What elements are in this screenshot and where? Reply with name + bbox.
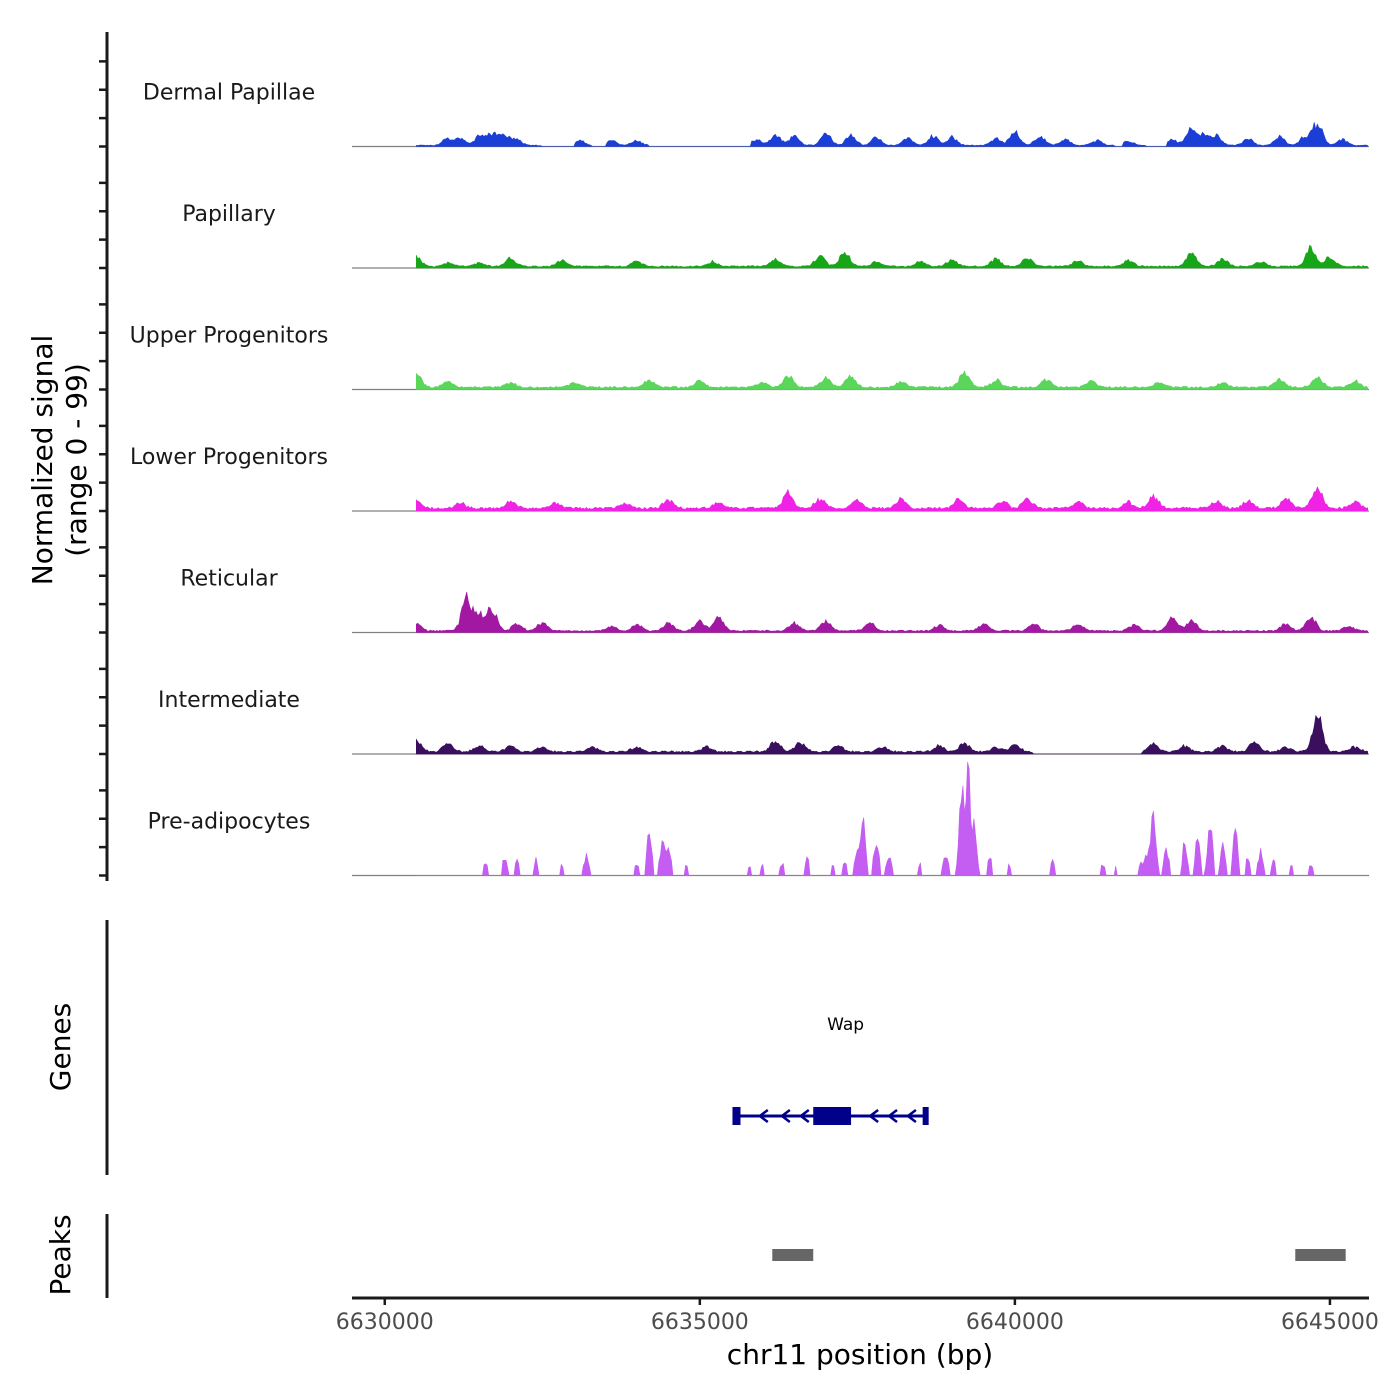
gene-label: Wap — [827, 1015, 864, 1035]
peaks-y-title: Peaks — [44, 1214, 77, 1295]
track-label-reticular: Reticular — [180, 567, 278, 592]
track-papillary: Papillary — [182, 202, 1369, 269]
strand-arrow — [757, 1109, 769, 1123]
peak-track — [772, 1249, 1346, 1261]
gene-track: Wap — [732, 1015, 929, 1125]
signal-tracks: Dermal Papillae Papillary Upper Progenitor… — [130, 81, 1369, 877]
peak-region — [1295, 1249, 1346, 1261]
signal-area-dermal-papillae — [416, 122, 1368, 147]
track-pre-adipocytes: Pre-adipocytes — [148, 761, 1369, 877]
track-label-papillary: Papillary — [182, 202, 276, 227]
x-tick-label: 6645000 — [1281, 1310, 1379, 1335]
genes-y-title: Genes — [44, 1003, 77, 1091]
track-dermal-papillae: Dermal Papillae — [143, 81, 1369, 148]
signal-area-reticular — [416, 591, 1368, 633]
track-label-upper-progenitors: Upper Progenitors — [130, 324, 329, 349]
strand-arrow — [798, 1109, 810, 1123]
track-reticular: Reticular — [180, 567, 1369, 634]
track-label-lower-progenitors: Lower Progenitors — [130, 445, 328, 470]
peak-region — [772, 1249, 814, 1261]
signal-area-papillary — [416, 245, 1368, 269]
strand-arrow — [868, 1109, 879, 1123]
x-axis-title: chr11 position (bp) — [727, 1338, 993, 1371]
gene-exon — [732, 1107, 741, 1125]
track-lower-progenitors: Lower Progenitors — [130, 445, 1369, 512]
signal-area-intermediate — [416, 714, 1368, 755]
x-ticks: 6630000 6635000 6640000 6645000 — [336, 1298, 1379, 1335]
gene-exon — [922, 1107, 929, 1125]
signal-area-upper-progenitors — [416, 370, 1368, 390]
x-tick-label: 6640000 — [966, 1310, 1064, 1335]
x-tick-label: 6635000 — [651, 1310, 749, 1335]
track-label-dermal-papillae: Dermal Papillae — [143, 81, 315, 106]
signal-y-ticks — [99, 60, 107, 877]
strand-arrow — [886, 1109, 898, 1123]
x-tick-label: 6630000 — [336, 1310, 434, 1335]
track-upper-progenitors: Upper Progenitors — [130, 324, 1369, 391]
signal-y-title-line1: Normalized signal — [26, 335, 59, 586]
signal-area-pre-adipocytes — [416, 761, 1368, 876]
gene-wap: Wap — [732, 1015, 929, 1125]
signal-y-title-line2: (range 0 - 99) — [60, 363, 93, 557]
strand-arrow — [905, 1109, 917, 1123]
track-label-intermediate: Intermediate — [158, 688, 300, 713]
track-label-pre-adipocytes: Pre-adipocytes — [148, 810, 311, 835]
signal-area-lower-progenitors — [416, 486, 1368, 512]
gene-cds — [813, 1107, 852, 1125]
strand-arrow — [779, 1109, 791, 1123]
track-intermediate: Intermediate — [158, 688, 1369, 755]
